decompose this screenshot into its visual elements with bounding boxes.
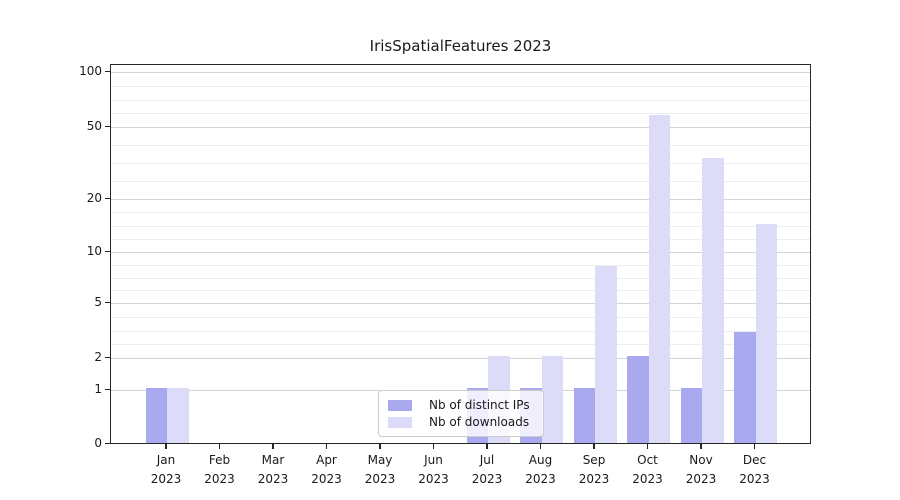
gridline-minor (111, 344, 810, 346)
x-tick-mark-may (379, 444, 381, 449)
bar-downloads-aug (541, 356, 563, 443)
gridline-minor (111, 290, 810, 292)
x-tick-mark-apr (325, 444, 328, 449)
gridline-minor (111, 181, 810, 182)
y-tick-mark-20 (105, 197, 110, 199)
y-tick-label-2: 2 (94, 350, 102, 364)
y-tick-mark-10 (105, 250, 110, 252)
x-tick-label-apr: Apr 2023 (311, 453, 342, 486)
x-tick-mark-jan (165, 444, 167, 449)
bar-distinct-ips-sep (573, 388, 595, 443)
x-tick-mark-oct (646, 444, 649, 449)
y-tick-label-5: 5 (94, 295, 102, 309)
x-tick-label-jan: Jan 2023 (150, 453, 182, 486)
x-tick-mark-sep (593, 444, 595, 449)
gridline-minor (111, 225, 810, 227)
bar-downloads-oct (648, 114, 670, 443)
y-tick-label-20: 20 (86, 191, 102, 205)
y-tick-label-100: 100 (79, 64, 102, 78)
legend-swatch-distinct-ips-icon (388, 399, 412, 411)
y-tick-label-1: 1 (94, 382, 102, 396)
bar-downloads-jan (167, 388, 189, 443)
bar-distinct-ips-jan (145, 388, 167, 443)
bar-distinct-ips-dec (734, 331, 756, 443)
y-tick-mark-0 (105, 442, 110, 444)
gridline-minor (111, 113, 810, 115)
legend-row-distinct-ips: Nb of distinct IPs (388, 397, 535, 413)
gridline-major-50 (111, 127, 810, 128)
x-tick-label-sep: Sep 2023 (578, 453, 610, 486)
bar-downloads-sep (595, 266, 617, 443)
x-tick-mark-mar (272, 444, 274, 449)
chart-title: IrisSpatialFeatures 2023 (369, 37, 552, 55)
x-tick-label-may: May 2023 (364, 453, 396, 486)
x-tick-label-oct: Oct 2023 (632, 453, 663, 486)
gridline-minor (111, 238, 810, 240)
y-tick-label-10: 10 (86, 244, 102, 258)
gridline-minor (111, 99, 810, 101)
y-tick-label-50: 50 (86, 119, 102, 133)
plot-area (110, 64, 811, 444)
gridline-minor (111, 316, 810, 318)
y-tick-mark-5 (105, 301, 110, 303)
y-tick-mark-50 (105, 125, 110, 127)
x-tick-mark-jun (432, 444, 435, 449)
legend-row-downloads: Nb of downloads (388, 414, 535, 430)
bar-distinct-ips-nov (680, 388, 702, 443)
x-tick-mark-jul (486, 444, 488, 449)
x-tick-label-feb: Feb 2023 (204, 453, 235, 486)
x-tick-label-jun: Jun 2023 (418, 453, 449, 486)
gridline-major-10 (111, 252, 810, 253)
x-tick-label-aug: Aug 2023 (525, 453, 556, 486)
gridline-minor (111, 264, 810, 266)
x-tick-label-dec: Dec 2023 (739, 453, 770, 486)
gridline-minor (111, 277, 810, 279)
x-tick-label-jul: Jul 2023 (471, 453, 503, 486)
bar-distinct-ips-oct (627, 356, 649, 443)
legend-label-distinct-ips: Nb of distinct IPs (429, 398, 530, 412)
gridline-minor (111, 212, 810, 214)
legend-swatch-downloads-icon (388, 416, 412, 428)
gridline-major-2 (111, 358, 810, 359)
x-tick-mark-dec (753, 444, 756, 449)
x-tick-label-mar: Mar 2023 (257, 453, 289, 486)
gridline-minor (111, 145, 810, 146)
gridline-major-5 (111, 303, 810, 304)
gridline-minor (111, 85, 810, 87)
legend-label-downloads: Nb of downloads (429, 415, 530, 429)
x-tick-mark-feb (218, 444, 221, 449)
y-tick-label-0: 0 (94, 436, 102, 450)
bar-downloads-dec (755, 224, 777, 443)
gridline-major-20 (111, 199, 810, 200)
x-tick-mark-aug (539, 444, 542, 449)
y-tick-mark-1 (105, 388, 110, 390)
x-tick-label-nov: Nov 2023 (685, 453, 717, 486)
y-tick-mark-100 (105, 70, 110, 72)
x-tick-mark-nov (700, 444, 702, 449)
gridline-minor (111, 330, 810, 332)
y-tick-mark-2 (105, 356, 110, 358)
gridline-major-100 (111, 72, 810, 73)
gridline-minor (111, 163, 810, 164)
bar-downloads-nov (702, 157, 724, 443)
legend: Nb of distinct IPs Nb of downloads (378, 390, 544, 437)
